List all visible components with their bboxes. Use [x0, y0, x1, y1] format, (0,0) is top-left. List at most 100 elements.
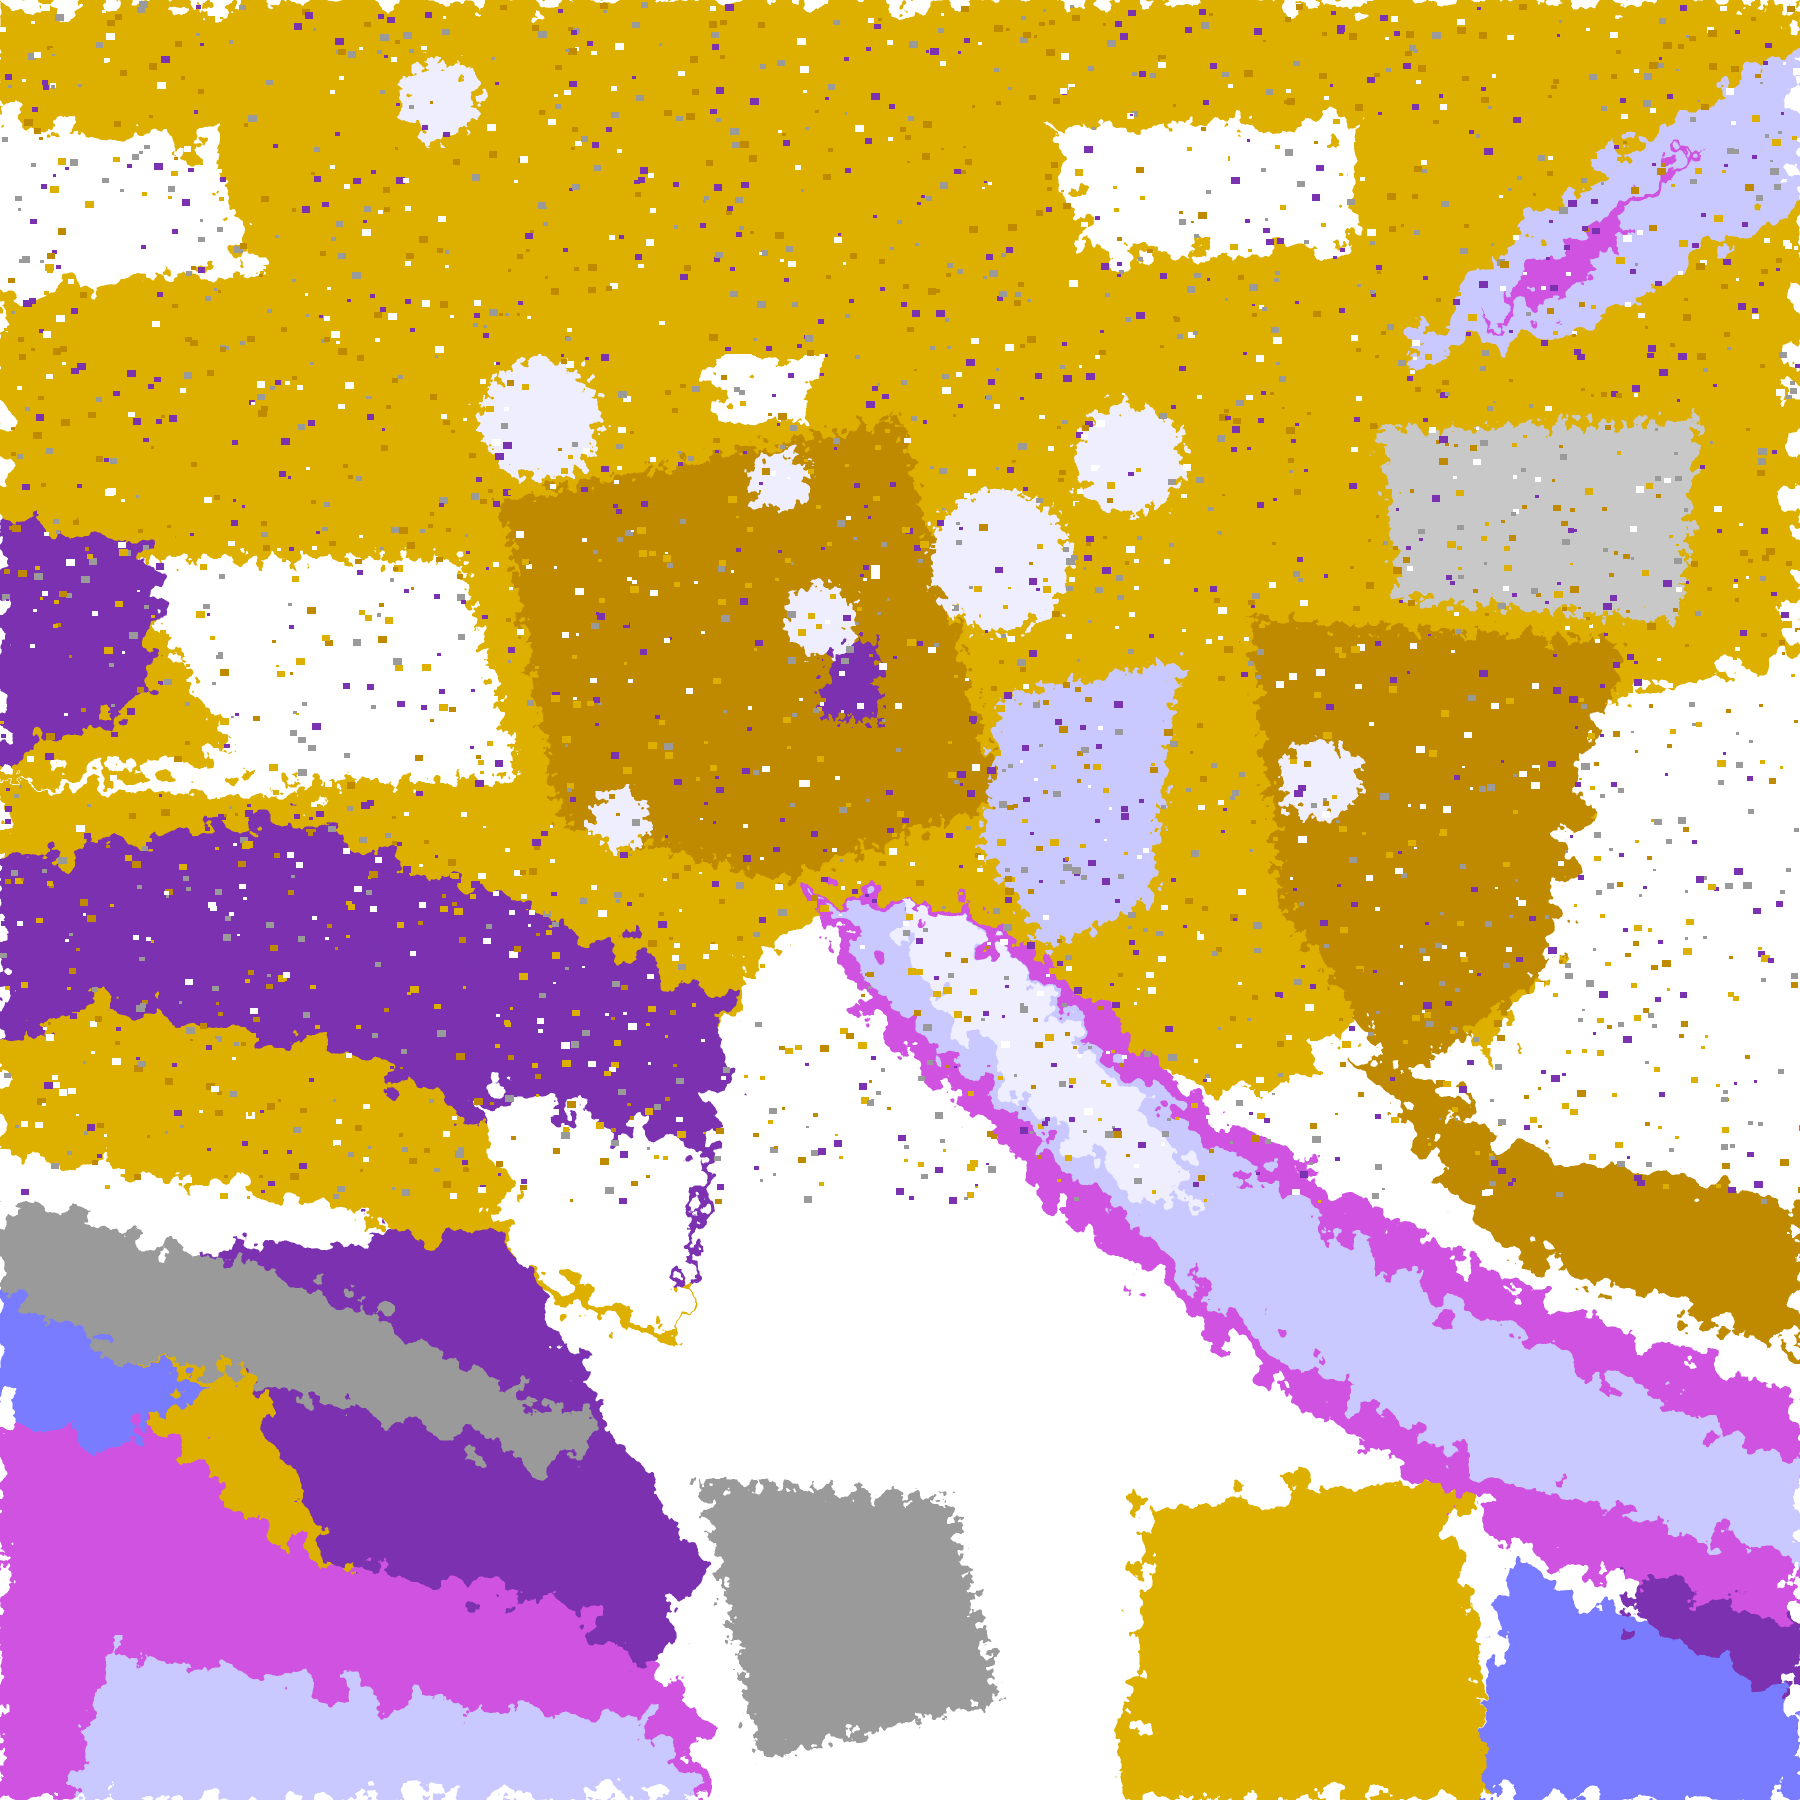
speckle-pixel: [473, 323, 478, 327]
speckle-pixel: [146, 937, 151, 941]
speckle-pixel: [1053, 98, 1060, 104]
speckle-pixel: [743, 824, 748, 828]
speckle-pixel: [879, 861, 886, 866]
speckle-pixel: [439, 503, 444, 507]
speckle-pixel: [31, 604, 36, 608]
speckle-pixel: [1622, 909, 1627, 913]
speckle-pixel: [1069, 1117, 1075, 1122]
speckle-pixel: [285, 981, 293, 987]
speckle-pixel: [890, 482, 896, 487]
speckle-pixel: [219, 197, 224, 201]
speckle-pixel: [911, 416, 917, 421]
speckle-pixel: [618, 1089, 626, 1095]
speckle-pixel: [637, 527, 646, 534]
speckle-pixel: [308, 745, 316, 751]
speckle-pixel: [1523, 435, 1527, 438]
speckle-pixel: [1114, 701, 1123, 708]
speckle-pixel: [921, 1174, 928, 1179]
speckle-pixel: [1440, 392, 1448, 398]
speckle-pixel: [999, 678, 1007, 685]
speckle-pixel: [516, 713, 521, 717]
speckle-pixel: [1745, 184, 1754, 191]
speckle-pixel: [198, 595, 202, 598]
speckle-pixel: [1499, 195, 1503, 198]
speckle-pixel: [1479, 670, 1488, 677]
speckle-pixel: [996, 705, 1005, 712]
speckle-pixel: [570, 173, 577, 179]
speckle-pixel: [664, 743, 673, 750]
speckle-pixel: [948, 973, 954, 978]
speckle-pixel: [1210, 586, 1217, 592]
speckle-pixel: [648, 742, 657, 749]
speckle-pixel: [688, 1034, 691, 1037]
speckle-pixel: [1247, 447, 1251, 450]
speckle-pixel: [1512, 593, 1517, 597]
speckle-pixel: [1565, 850, 1568, 853]
speckle-pixel: [368, 1070, 376, 1076]
speckle-pixel: [1116, 575, 1123, 581]
speckle-pixel: [983, 276, 987, 279]
speckle-pixel: [161, 56, 170, 63]
speckle-pixel: [863, 151, 869, 155]
speckle-pixel: [1616, 393, 1622, 398]
speckle-pixel: [229, 912, 234, 916]
speckle-pixel: [50, 186, 59, 193]
speckle-pixel: [1339, 308, 1345, 313]
speckle-pixel: [715, 252, 723, 258]
speckle-pixel: [1701, 213, 1706, 217]
speckle-pixel: [554, 557, 561, 563]
speckle-pixel: [1027, 299, 1031, 302]
speckle-pixel: [520, 870, 526, 875]
speckle-pixel: [1460, 952, 1466, 957]
speckle-pixel: [1210, 534, 1219, 541]
speckle-pixel: [1582, 1009, 1585, 1011]
speckle-pixel: [22, 306, 28, 311]
speckle-pixel: [18, 208, 21, 211]
speckle-pixel: [865, 138, 872, 144]
speckle-pixel: [1020, 344, 1025, 348]
speckle-pixel: [1383, 541, 1388, 545]
speckle-pixel: [105, 1055, 108, 1057]
speckle-pixel: [391, 527, 399, 533]
speckle-pixel: [1690, 117, 1696, 122]
speckle-pixel: [491, 696, 498, 701]
speckle-pixel: [703, 1132, 706, 1134]
speckle-pixel: [1446, 575, 1452, 580]
speckle-pixel: [1113, 186, 1117, 189]
speckle-pixel: [1561, 521, 1568, 526]
speckle-pixel: [142, 840, 148, 845]
speckle-pixel: [2, 594, 10, 600]
speckle-pixel: [1795, 364, 1800, 368]
speckle-pixel: [235, 813, 238, 816]
speckle-pixel: [1583, 612, 1591, 618]
speckle-pixel: [185, 337, 192, 342]
speckle-pixel: [1285, 17, 1291, 22]
speckle-pixel: [954, 675, 958, 678]
speckle-pixel: [19, 354, 26, 360]
speckle-pixel: [811, 1176, 816, 1180]
speckle-pixel: [379, 728, 384, 732]
speckle-pixel: [1275, 145, 1280, 149]
speckle-pixel: [32, 107, 38, 112]
speckle-pixel: [1150, 27, 1157, 33]
speckle-pixel: [740, 263, 743, 265]
speckle-pixel: [857, 881, 861, 884]
speckle-pixel: [1593, 1032, 1596, 1035]
speckle-pixel: [1408, 840, 1416, 846]
speckle-pixel: [640, 452, 644, 456]
speckle-pixel: [1093, 764, 1101, 770]
speckle-pixel: [1462, 766, 1465, 768]
speckle-pixel: [650, 208, 656, 213]
speckle-pixel: [1370, 241, 1375, 245]
speckle-pixel: [1358, 1092, 1364, 1097]
speckle-pixel: [1473, 589, 1478, 593]
speckle-pixel: [1503, 586, 1509, 591]
speckle-pixel: [47, 881, 53, 886]
speckle-pixel: [1627, 852, 1632, 856]
speckle-pixel: [276, 665, 279, 667]
speckle-pixel: [1440, 104, 1447, 110]
speckle-pixel: [353, 639, 361, 646]
speckle-pixel: [452, 902, 457, 906]
speckle-pixel: [87, 1124, 95, 1131]
speckle-pixel: [355, 283, 360, 287]
